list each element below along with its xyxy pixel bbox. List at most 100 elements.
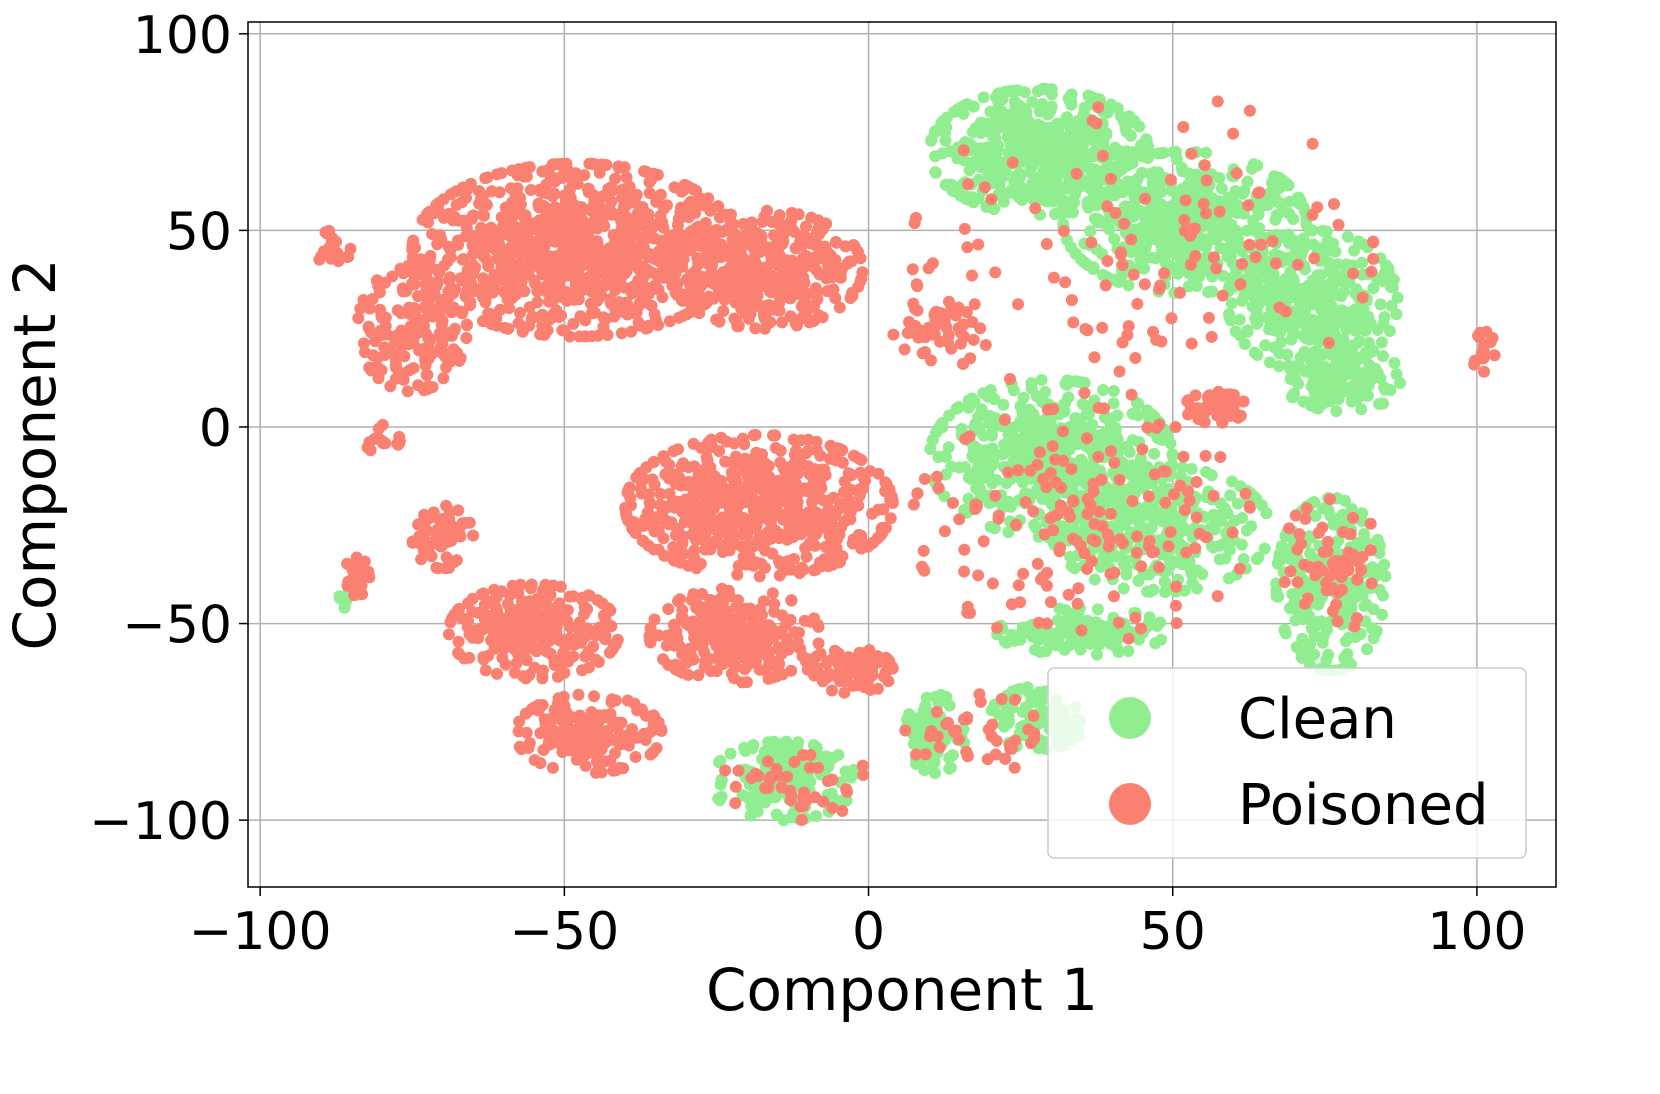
point-clean — [975, 403, 988, 416]
point-poisoned — [648, 308, 661, 321]
point-clean — [928, 126, 941, 139]
point-clean — [1340, 323, 1353, 336]
point-clean — [1058, 405, 1071, 418]
point-clean — [1187, 274, 1200, 287]
point-poisoned — [719, 292, 732, 305]
point-poisoned — [512, 221, 525, 234]
point-clean — [1154, 616, 1167, 629]
point-clean — [1363, 359, 1376, 372]
point-clean — [1330, 405, 1343, 418]
point-clean — [1119, 123, 1132, 136]
point-clean — [1190, 187, 1203, 200]
point-clean — [1205, 469, 1218, 482]
point-clean — [1334, 312, 1347, 325]
point-poisoned — [538, 247, 551, 260]
point-clean — [946, 749, 959, 762]
point-clean — [1249, 279, 1262, 292]
point-clean — [961, 193, 974, 206]
point-clean — [1072, 608, 1085, 621]
point-poisoned — [401, 385, 414, 398]
point-poisoned — [403, 301, 416, 314]
point-poisoned — [642, 209, 655, 222]
point-poisoned — [800, 550, 813, 563]
point-poisoned — [431, 238, 444, 251]
point-clean — [1282, 228, 1295, 241]
point-clean — [1166, 448, 1179, 461]
point-clean — [1084, 225, 1097, 238]
point-clean — [1117, 582, 1130, 595]
point-clean — [1394, 377, 1406, 389]
point-poisoned — [730, 315, 743, 327]
point-poisoned — [827, 283, 840, 296]
point-clean — [1040, 139, 1053, 152]
point-poisoned — [602, 264, 614, 276]
point-poisoned — [475, 221, 487, 234]
point-clean — [1106, 189, 1119, 202]
point-clean — [1026, 96, 1039, 108]
point-poisoned — [772, 259, 784, 272]
point-clean — [1229, 185, 1242, 198]
point-clean — [1137, 467, 1150, 480]
point-poisoned — [476, 208, 489, 221]
point-poisoned — [550, 281, 563, 294]
point-clean — [987, 457, 1000, 470]
point-clean — [1314, 282, 1327, 295]
point-poisoned — [676, 294, 689, 307]
point-poisoned — [518, 285, 531, 298]
point-clean — [1361, 643, 1374, 656]
point-poisoned — [567, 245, 580, 258]
point-poisoned — [704, 204, 717, 217]
point-clean — [1348, 244, 1360, 257]
point-clean — [1265, 309, 1278, 322]
point-clean — [1362, 336, 1375, 349]
point-clean — [1356, 268, 1368, 281]
point-poisoned — [773, 209, 786, 222]
point-clean — [1182, 167, 1195, 180]
point-poisoned — [697, 298, 710, 311]
point-clean — [1377, 350, 1389, 363]
point-poisoned — [650, 253, 663, 266]
point-clean — [1266, 279, 1279, 291]
point-poisoned — [830, 236, 843, 249]
point-clean — [1286, 390, 1298, 403]
point-clean — [974, 473, 987, 486]
point-clean — [1090, 167, 1103, 180]
point-clean — [1304, 362, 1317, 375]
point-clean — [1082, 89, 1095, 102]
point-poisoned — [672, 496, 685, 509]
point-clean — [1115, 499, 1128, 512]
point-clean — [1347, 360, 1360, 373]
point-poisoned — [426, 228, 439, 240]
point-poisoned — [795, 300, 808, 313]
point-poisoned — [379, 276, 392, 289]
point-poisoned — [558, 165, 571, 178]
point-clean — [946, 184, 959, 197]
point-poisoned — [397, 285, 410, 298]
point-clean — [1296, 305, 1309, 318]
point-clean — [1017, 391, 1030, 404]
point-clean — [1308, 385, 1321, 398]
point-poisoned — [493, 186, 506, 199]
point-clean — [1117, 184, 1130, 196]
point-clean — [1224, 247, 1237, 260]
point-poisoned — [572, 260, 585, 273]
point-clean — [1230, 224, 1243, 237]
point-poisoned — [402, 260, 414, 272]
point-poisoned — [615, 223, 628, 235]
point-poisoned — [777, 223, 789, 236]
point-clean — [778, 741, 791, 754]
point-clean — [1131, 172, 1144, 185]
point-clean — [1115, 163, 1128, 176]
point-poisoned — [441, 255, 454, 268]
point-clean — [1270, 209, 1283, 222]
point-clean — [1224, 314, 1237, 327]
point-poisoned — [855, 454, 868, 466]
point-poisoned — [640, 165, 653, 178]
point-clean — [1038, 194, 1051, 207]
point-clean — [1170, 203, 1183, 216]
point-poisoned — [366, 293, 379, 305]
point-clean — [1091, 603, 1104, 616]
point-clean — [1144, 502, 1157, 515]
point-clean — [1355, 403, 1368, 416]
